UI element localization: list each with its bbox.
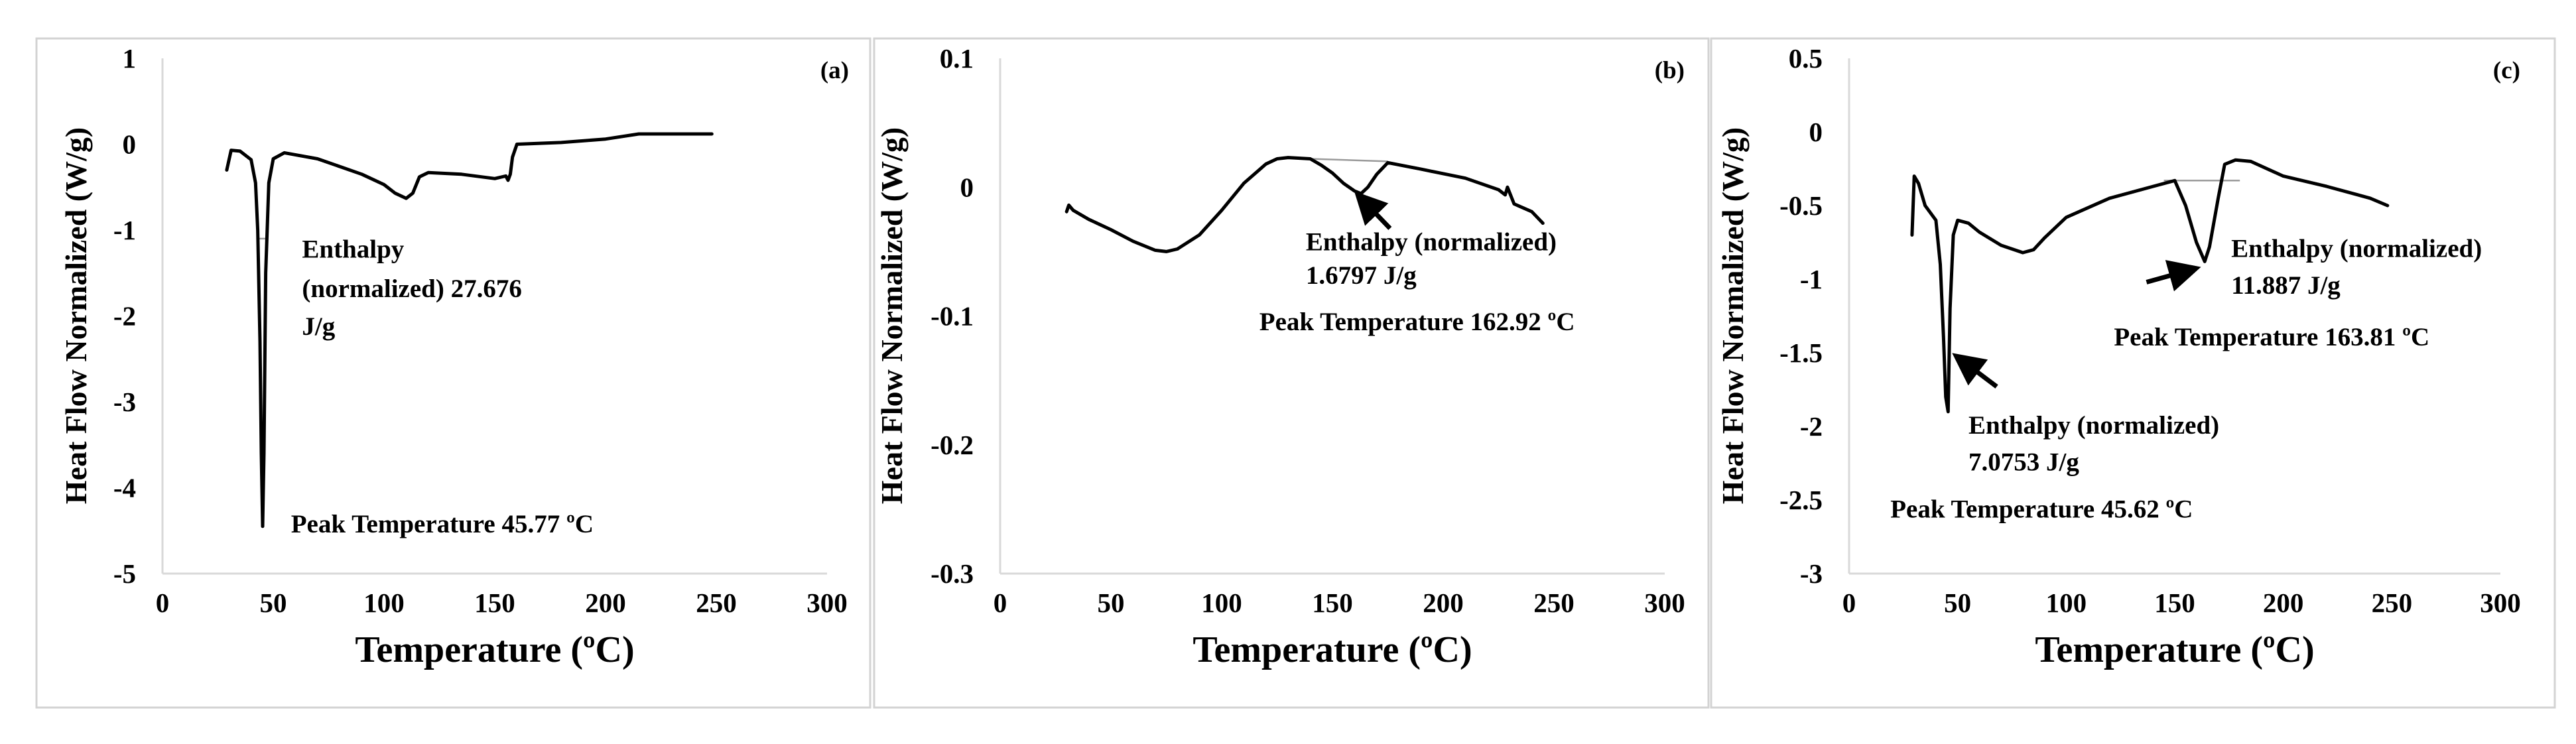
panel-label: (c) [2493, 57, 2520, 84]
x-tick-label: 50 [1944, 588, 1971, 618]
x-tick-label: 250 [696, 588, 737, 618]
y-tick-label: 1 [123, 43, 137, 74]
annotation-text: Peak Temperature 45.77 ºC [291, 510, 594, 538]
y-tick-label: -3 [1800, 558, 1823, 589]
x-tick-label: 100 [363, 588, 405, 618]
y-axis-label: Heat Flow Normalized (W/g) [875, 127, 909, 504]
x-tick-label: 0 [156, 588, 170, 618]
y-tick-label: -3 [113, 387, 136, 417]
x-tick-label: 250 [2372, 588, 2413, 618]
y-tick-label: 0 [123, 129, 137, 160]
y-tick-label: 0 [960, 172, 974, 202]
y-tick-label: 0.5 [1789, 43, 1823, 74]
annotation-text: (normalized) 27.676 [302, 275, 521, 303]
series-line [225, 132, 714, 528]
x-axis-label: Temperature (ºC) [355, 629, 634, 670]
annotation-text: 7.0753 J/g [1968, 448, 2079, 477]
panel-label: (a) [820, 57, 849, 84]
annotation-arrow [2146, 260, 2201, 292]
y-tick-label: -5 [113, 558, 136, 589]
y-tick-label: -4 [113, 473, 136, 503]
annotation-arrow [1354, 191, 1392, 230]
x-tick-label: 150 [1312, 588, 1353, 618]
panel-label: (b) [1655, 57, 1685, 84]
x-tick-label: 0 [994, 588, 1007, 618]
y-tick-label: -0.2 [931, 430, 974, 460]
x-tick-label: 150 [474, 588, 515, 618]
y-tick-label: -0.1 [931, 301, 974, 332]
x-axis-label: Temperature (ºC) [2035, 629, 2314, 670]
y-tick-label: 0.1 [940, 43, 974, 74]
x-tick-label: 50 [260, 588, 287, 618]
panel-b: 0.1 0 -0.1 -0.2 -0.3 0 50 100 150 200 250 300 Temper… [873, 37, 1710, 709]
y-tick-label: -2 [1800, 411, 1823, 442]
y-tick-label: -2 [113, 301, 136, 332]
annotation-text: Peak Temperature 163.81 ºC [2114, 323, 2429, 351]
annotation-text: Peak Temperature 45.62 ºC [1890, 495, 2193, 524]
panel-a: 1 0 -1 -2 -3 -4 -5 0 50 100 150 200 250 300 Temperatur… [35, 37, 871, 709]
panel-frame [1710, 37, 2556, 709]
annotation-text: Enthalpy (normalized) [1306, 227, 1557, 256]
panel-frame [873, 37, 1710, 709]
y-tick-label: -2.5 [1779, 485, 1823, 515]
x-tick-label: 100 [1201, 588, 1242, 618]
x-tick-label: 200 [1423, 588, 1464, 618]
x-tick-label: 300 [2480, 588, 2521, 618]
annotation-text: Enthalpy (normalized) [1968, 411, 2219, 440]
x-tick-label: 50 [1098, 588, 1125, 618]
integration-baseline [1310, 158, 1388, 162]
y-tick-label: 0 [1809, 117, 1823, 147]
y-tick-label: -0.5 [1779, 190, 1823, 221]
x-tick-label: 200 [585, 588, 626, 618]
panel-frame [35, 37, 871, 709]
annotation-text: J/g [302, 312, 335, 341]
annotation-text: Enthalpy (normalized) [2231, 235, 2482, 263]
y-tick-label: -1 [1800, 264, 1823, 294]
annotation-arrow [1952, 353, 1998, 389]
series-line [1064, 156, 1545, 253]
series-line [1910, 158, 2390, 414]
annotation-text: 1.6797 J/g [1306, 261, 1417, 290]
annotation-text: 11.887 J/g [2231, 271, 2341, 300]
x-tick-label: 200 [2263, 588, 2304, 618]
y-axis-label: Heat Flow Normalized (W/g) [59, 127, 93, 504]
y-axis-label: Heat Flow Normalized (W/g) [1716, 127, 1750, 504]
x-tick-label: 250 [1533, 588, 1575, 618]
x-tick-label: 300 [1644, 588, 1685, 618]
x-tick-label: 100 [2046, 588, 2087, 618]
x-tick-label: 150 [2154, 588, 2195, 618]
x-axis-label: Temperature (ºC) [1192, 629, 1472, 670]
panel-c: 0.5 0 -0.5 -1 -1.5 -2 -2.5 -3 0 50 100 150 200 250 300… [1710, 37, 2556, 709]
x-tick-label: 300 [806, 588, 848, 618]
annotation-text: Enthalpy [302, 235, 404, 263]
y-tick-label: -0.3 [931, 558, 974, 589]
x-tick-label: 0 [1842, 588, 1856, 618]
y-tick-label: -1 [113, 215, 136, 245]
annotation-text: Peak Temperature 162.92 ºC [1259, 308, 1575, 336]
y-tick-label: -1.5 [1779, 338, 1823, 368]
